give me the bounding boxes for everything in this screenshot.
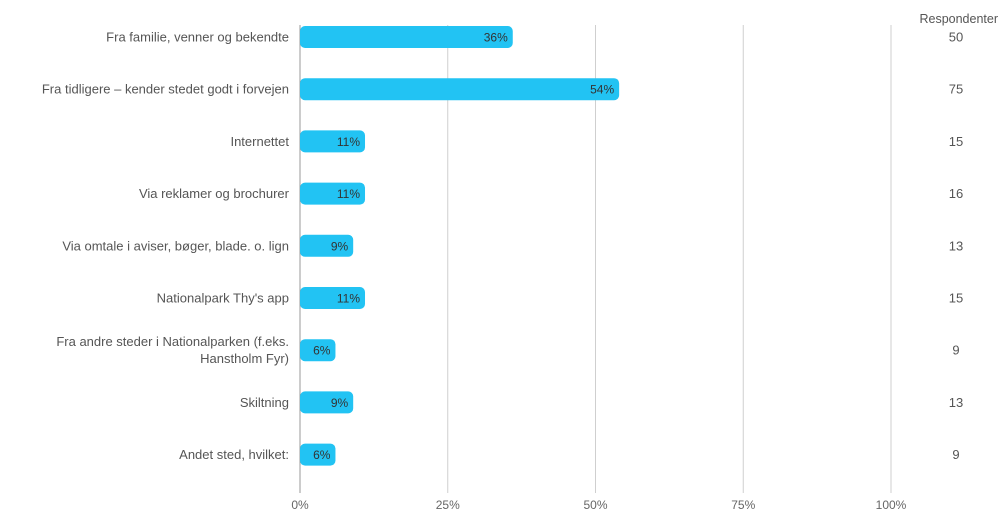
category-label: Via omtale i aviser, bøger, blade. o. li… <box>62 238 289 253</box>
bar-value-label: 11% <box>337 135 360 149</box>
bar-value-label: 36% <box>484 31 508 45</box>
bar <box>300 234 354 257</box>
respondents-count: 50 <box>949 30 963 45</box>
respondents-count: 15 <box>949 134 963 149</box>
bar <box>300 391 354 414</box>
category-label: Internettet <box>230 134 289 149</box>
bar <box>300 26 513 48</box>
bar <box>300 443 336 466</box>
gridlines <box>299 25 892 493</box>
bar-value-label: 11% <box>337 187 360 201</box>
category-label: Fra tidligere – kender stedet godt i for… <box>42 82 289 97</box>
category-labels: Fra familie, venner og bekendte Fra tidli… <box>42 30 290 463</box>
respondents-count: 13 <box>949 395 963 410</box>
x-tick-label: 25% <box>436 498 460 512</box>
bar <box>300 182 366 205</box>
category-label: Skiltning <box>240 395 289 410</box>
respondents-count: 9 <box>952 343 959 358</box>
x-axis-tick-labels: 0% 25% 50% 75% 100% <box>291 498 906 512</box>
bar <box>300 78 620 101</box>
bar-value-label: 6% <box>313 344 331 358</box>
bar <box>300 287 366 309</box>
category-label: Andet sted, hvilket: <box>179 447 289 462</box>
respondents-header: Respondenter <box>919 12 998 26</box>
x-tick-label: 0% <box>291 498 309 512</box>
respondents-count: 15 <box>949 291 963 306</box>
bar <box>300 339 336 362</box>
bar-value-label: 11% <box>337 292 360 306</box>
bar-value-label: 6% <box>313 448 331 462</box>
bar-value-label: 54% <box>590 83 614 97</box>
x-tick-label: 75% <box>731 498 755 512</box>
bar-value-label: 9% <box>331 239 349 253</box>
category-label: Nationalpark Thy's app <box>157 291 289 306</box>
respondents-count: 13 <box>949 238 963 253</box>
x-tick-label: 50% <box>583 498 607 512</box>
respondents-column: Respondenter 50 75 15 16 13 15 9 13 9 <box>919 12 998 462</box>
category-label: Fra familie, venner og bekendte <box>106 30 289 45</box>
category-label: Via reklamer og brochurer <box>139 186 290 201</box>
x-tick-label: 100% <box>876 498 907 512</box>
bar <box>300 130 366 153</box>
respondents-count: 16 <box>949 186 963 201</box>
category-label: Fra andre steder i Nationalparken (f.eks… <box>56 334 289 366</box>
respondents-count: 9 <box>952 447 959 462</box>
bars: 36% 54% 11% 11% 9% 11% 6% 9% 6% <box>300 26 620 466</box>
respondents-count: 75 <box>949 82 963 97</box>
bar-value-label: 9% <box>331 396 349 410</box>
